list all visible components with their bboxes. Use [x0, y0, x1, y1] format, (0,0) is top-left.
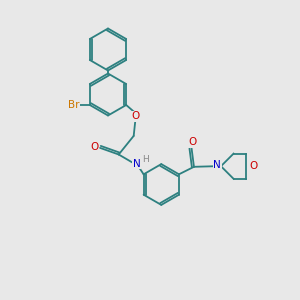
- Text: O: O: [91, 142, 99, 152]
- Text: N: N: [214, 160, 221, 170]
- Text: O: O: [132, 111, 140, 122]
- Text: O: O: [188, 137, 196, 147]
- Text: H: H: [142, 154, 149, 164]
- Text: Br: Br: [68, 100, 79, 110]
- Text: N: N: [133, 159, 141, 169]
- Text: O: O: [249, 161, 257, 171]
